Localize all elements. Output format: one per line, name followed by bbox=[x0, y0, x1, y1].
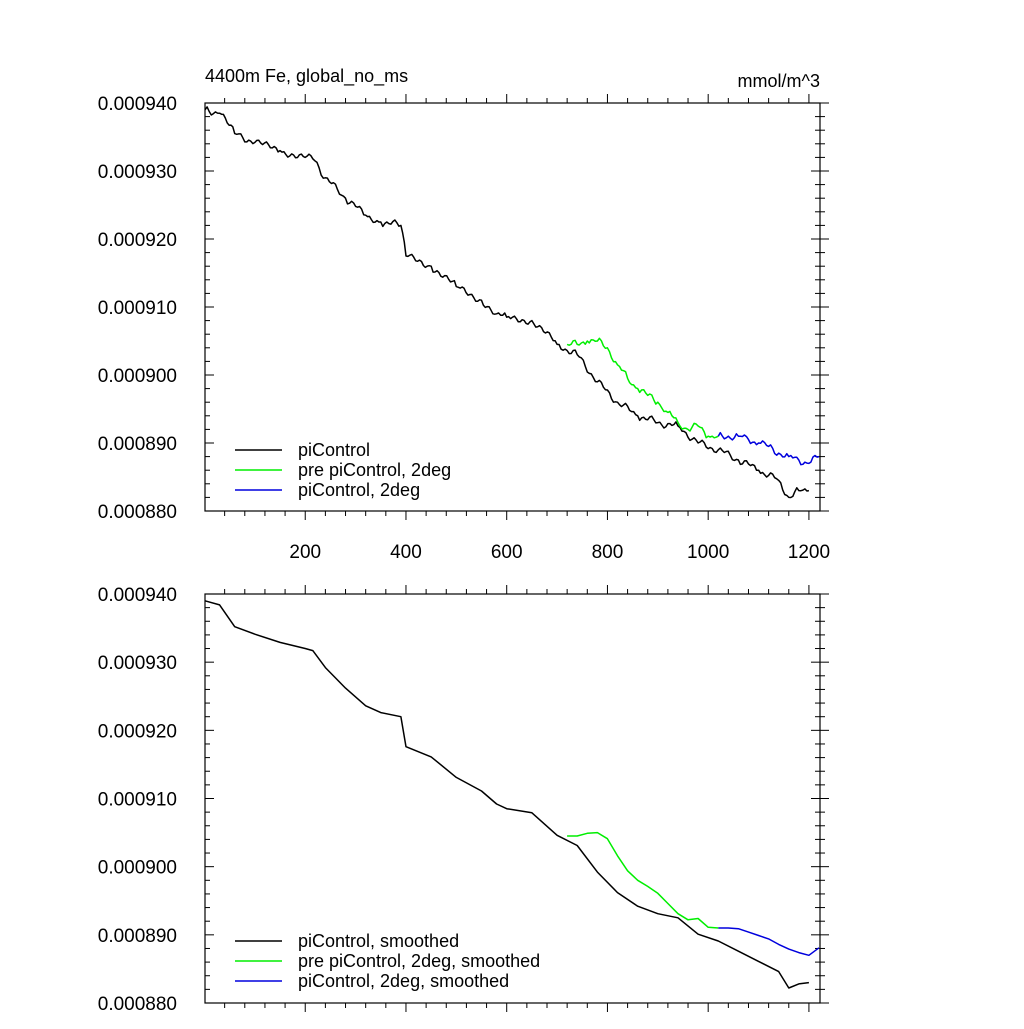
y-tick-label: 0.000910 bbox=[98, 298, 177, 319]
y-tick-label: 0.000900 bbox=[98, 366, 177, 387]
y-tick-label: 0.000920 bbox=[98, 721, 177, 742]
x-tick-label: 200 bbox=[289, 542, 321, 563]
y-tick-label: 0.000880 bbox=[98, 994, 177, 1015]
y-tick-label: 0.000890 bbox=[98, 434, 177, 455]
legend-label: piControl, smoothed bbox=[298, 931, 459, 951]
x-tick-label: 400 bbox=[390, 542, 422, 563]
legend-label: piControl, 2deg, smoothed bbox=[298, 971, 509, 991]
panel-1: 0.000940 0.000930 0.000920 0.000910 0.000900… bbox=[98, 66, 830, 563]
series-line-2 bbox=[567, 831, 719, 929]
y-tick-label: 0.000890 bbox=[98, 926, 177, 947]
y-tick-label: 0.000920 bbox=[98, 230, 177, 251]
y-tick-label: 0.000930 bbox=[98, 162, 177, 183]
units-label: mmol/m^3 bbox=[738, 71, 820, 91]
legend-label: pre piControl, 2deg, smoothed bbox=[298, 951, 540, 971]
x-tick-label: 1000 bbox=[687, 542, 729, 563]
series-line-2 bbox=[566, 337, 719, 439]
x-tick-label: 800 bbox=[592, 542, 624, 563]
chart-title: 4400m Fe, global_no_ms bbox=[205, 66, 408, 87]
legend-label: pre piControl, 2deg bbox=[298, 460, 451, 480]
y-tick-label: 0.000940 bbox=[98, 94, 177, 115]
panel-2: 0.000940 0.000930 0.000920 0.000910 0.000900… bbox=[98, 585, 829, 1015]
series-line-3 bbox=[717, 431, 820, 466]
series-line-1 bbox=[204, 106, 810, 499]
x-tick-label: 600 bbox=[491, 542, 523, 563]
legend-label: piControl, 2deg bbox=[298, 480, 420, 500]
series-line-1 bbox=[204, 600, 809, 989]
y-tick-label: 0.000940 bbox=[98, 585, 177, 606]
y-tick-label: 0.000880 bbox=[98, 502, 177, 523]
x-tick-label: 1200 bbox=[788, 542, 830, 563]
legend-label: piControl bbox=[298, 440, 370, 460]
series-line-3 bbox=[718, 927, 820, 957]
y-tick-label: 0.000900 bbox=[98, 858, 177, 879]
y-tick-label: 0.000930 bbox=[98, 653, 177, 674]
y-tick-label: 0.000910 bbox=[98, 790, 177, 811]
